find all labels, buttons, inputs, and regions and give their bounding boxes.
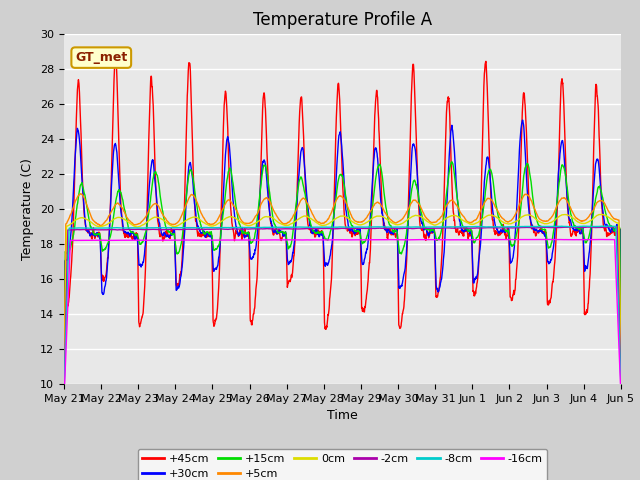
X-axis label: Time: Time bbox=[327, 409, 358, 422]
+5cm bbox=[617, 373, 625, 379]
-8cm bbox=[605, 223, 612, 229]
-8cm bbox=[371, 224, 378, 230]
-2cm bbox=[612, 224, 620, 230]
-16cm bbox=[358, 237, 366, 243]
+45cm bbox=[371, 112, 379, 118]
+15cm bbox=[358, 241, 366, 247]
+5cm bbox=[568, 208, 575, 214]
Line: -16cm: -16cm bbox=[64, 240, 621, 400]
Line: 0cm: 0cm bbox=[64, 215, 621, 393]
-2cm bbox=[216, 226, 223, 232]
+45cm bbox=[60, 407, 68, 413]
-16cm bbox=[371, 237, 378, 243]
Line: +5cm: +5cm bbox=[64, 194, 621, 381]
Line: +15cm: +15cm bbox=[64, 162, 621, 405]
+30cm bbox=[60, 387, 68, 393]
-8cm bbox=[617, 381, 625, 386]
+15cm bbox=[60, 402, 68, 408]
+5cm bbox=[216, 213, 223, 219]
+5cm bbox=[371, 201, 379, 207]
Title: Temperature Profile A: Temperature Profile A bbox=[253, 11, 432, 29]
0cm bbox=[583, 219, 591, 225]
Line: -8cm: -8cm bbox=[64, 226, 621, 394]
Y-axis label: Temperature (C): Temperature (C) bbox=[22, 158, 35, 260]
+45cm bbox=[568, 232, 575, 238]
Legend: +45cm, +30cm, +15cm, +5cm, 0cm, -2cm, -8cm, -16cm: +45cm, +30cm, +15cm, +5cm, 0cm, -2cm, -8… bbox=[138, 449, 547, 480]
+15cm bbox=[568, 215, 575, 221]
+5cm bbox=[504, 219, 512, 225]
-16cm bbox=[504, 237, 512, 242]
-8cm bbox=[358, 224, 366, 230]
0cm bbox=[216, 220, 223, 226]
+45cm bbox=[584, 310, 591, 315]
+30cm bbox=[518, 117, 526, 123]
0cm bbox=[597, 212, 605, 217]
Text: GT_met: GT_met bbox=[75, 51, 127, 64]
-16cm bbox=[60, 397, 68, 403]
-2cm bbox=[60, 392, 68, 397]
+15cm bbox=[584, 237, 591, 243]
-16cm bbox=[216, 237, 223, 243]
-2cm bbox=[617, 378, 625, 384]
0cm bbox=[504, 221, 512, 227]
+30cm bbox=[584, 266, 591, 272]
+15cm bbox=[448, 159, 456, 165]
+30cm bbox=[568, 224, 575, 230]
-16cm bbox=[617, 390, 625, 396]
+30cm bbox=[504, 228, 512, 234]
-16cm bbox=[583, 237, 591, 242]
+30cm bbox=[216, 252, 223, 258]
-8cm bbox=[216, 225, 223, 230]
+45cm bbox=[359, 308, 367, 314]
0cm bbox=[60, 390, 68, 396]
+30cm bbox=[358, 262, 366, 267]
-2cm bbox=[358, 226, 366, 231]
-16cm bbox=[595, 237, 603, 242]
+15cm bbox=[216, 241, 223, 247]
+15cm bbox=[504, 227, 512, 233]
Line: +30cm: +30cm bbox=[64, 120, 621, 390]
+5cm bbox=[359, 219, 367, 225]
+15cm bbox=[617, 355, 625, 361]
-2cm bbox=[583, 224, 591, 230]
-8cm bbox=[60, 391, 68, 396]
-2cm bbox=[568, 224, 575, 230]
+30cm bbox=[617, 366, 625, 372]
+5cm bbox=[584, 216, 591, 221]
+15cm bbox=[371, 186, 378, 192]
0cm bbox=[358, 222, 366, 228]
+5cm bbox=[77, 191, 85, 197]
+45cm bbox=[112, 57, 120, 63]
0cm bbox=[371, 214, 378, 220]
+5cm bbox=[60, 378, 68, 384]
0cm bbox=[617, 370, 625, 376]
+30cm bbox=[371, 149, 378, 155]
+45cm bbox=[504, 228, 512, 233]
+45cm bbox=[617, 359, 625, 365]
0cm bbox=[568, 214, 575, 220]
-8cm bbox=[583, 223, 591, 229]
-2cm bbox=[504, 225, 512, 231]
Line: -2cm: -2cm bbox=[64, 227, 621, 395]
+45cm bbox=[216, 265, 223, 271]
-2cm bbox=[371, 226, 378, 231]
-16cm bbox=[568, 237, 575, 242]
Line: +45cm: +45cm bbox=[64, 60, 621, 410]
-8cm bbox=[504, 224, 512, 229]
-8cm bbox=[568, 224, 575, 229]
